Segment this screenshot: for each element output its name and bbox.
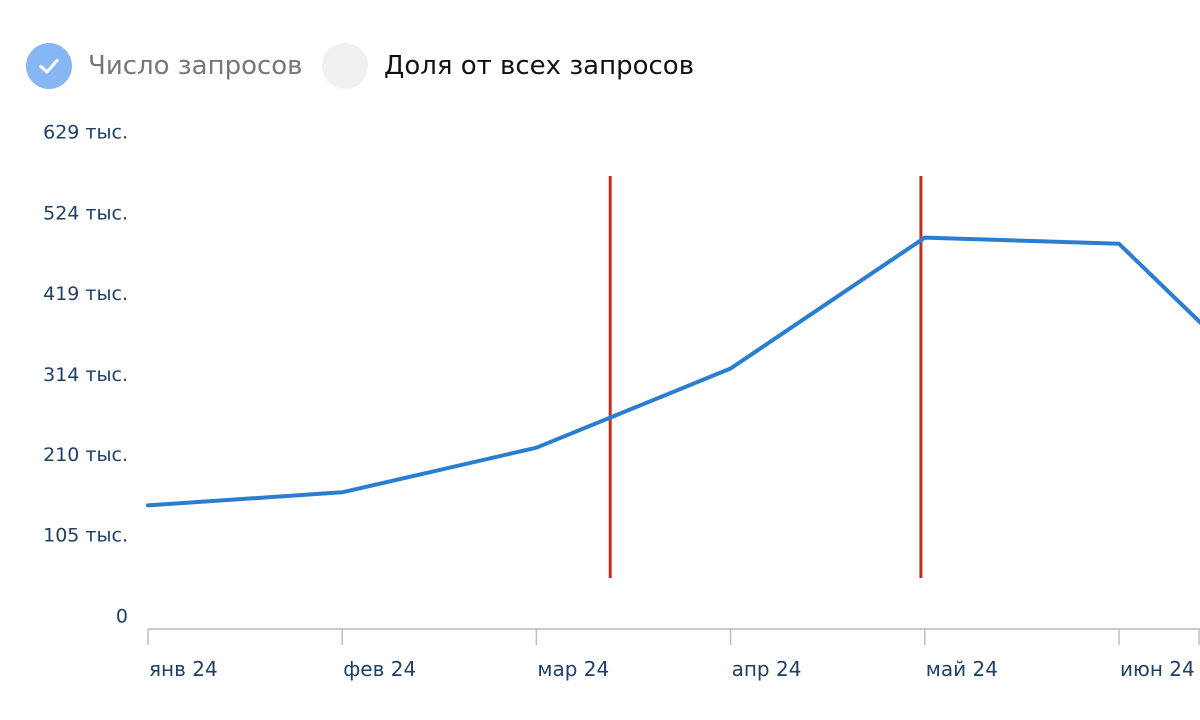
y-tick-label: 314 тыс. [43, 364, 128, 386]
unchecked-circle-icon [322, 43, 368, 89]
check-icon [39, 58, 59, 74]
toggle-request-share-label: Доля от всех запросов [384, 51, 695, 81]
x-tick-label: май 24 [926, 657, 998, 681]
x-tick-label: янв 24 [149, 657, 218, 681]
y-tick-label: 629 тыс. [43, 122, 128, 144]
x-tick-label: мар 24 [537, 657, 609, 681]
x-axis: янв 24 фев 24 мар 24 апр 24 май 24 июн 24 [147, 628, 1200, 681]
x-tick-label: июн 24 [1120, 657, 1195, 681]
x-tick-label: апр 24 [732, 657, 802, 681]
y-axis-labels: 0 105 тыс. 210 тыс. 314 тыс. 419 тыс. 524 тыс… [43, 122, 128, 628]
y-tick-label: 105 тыс. [43, 525, 128, 547]
check-circle [26, 43, 72, 89]
marker-lines [608, 176, 923, 578]
series-group [146, 235, 1200, 508]
y-tick-label: 419 тыс. [43, 283, 128, 305]
toggle-request-count-label: Число запросов [88, 51, 303, 81]
y-tick-label: 524 тыс. [43, 202, 128, 224]
y-tick-label: 0 [116, 606, 128, 628]
toggle-request-share[interactable]: Доля от всех запросов [322, 40, 694, 92]
series-line [146, 235, 1200, 508]
x-tick-label: фев 24 [343, 657, 416, 681]
toggle-request-count[interactable]: Число запросов [26, 40, 303, 92]
y-tick-label: 210 тыс. [43, 444, 128, 466]
